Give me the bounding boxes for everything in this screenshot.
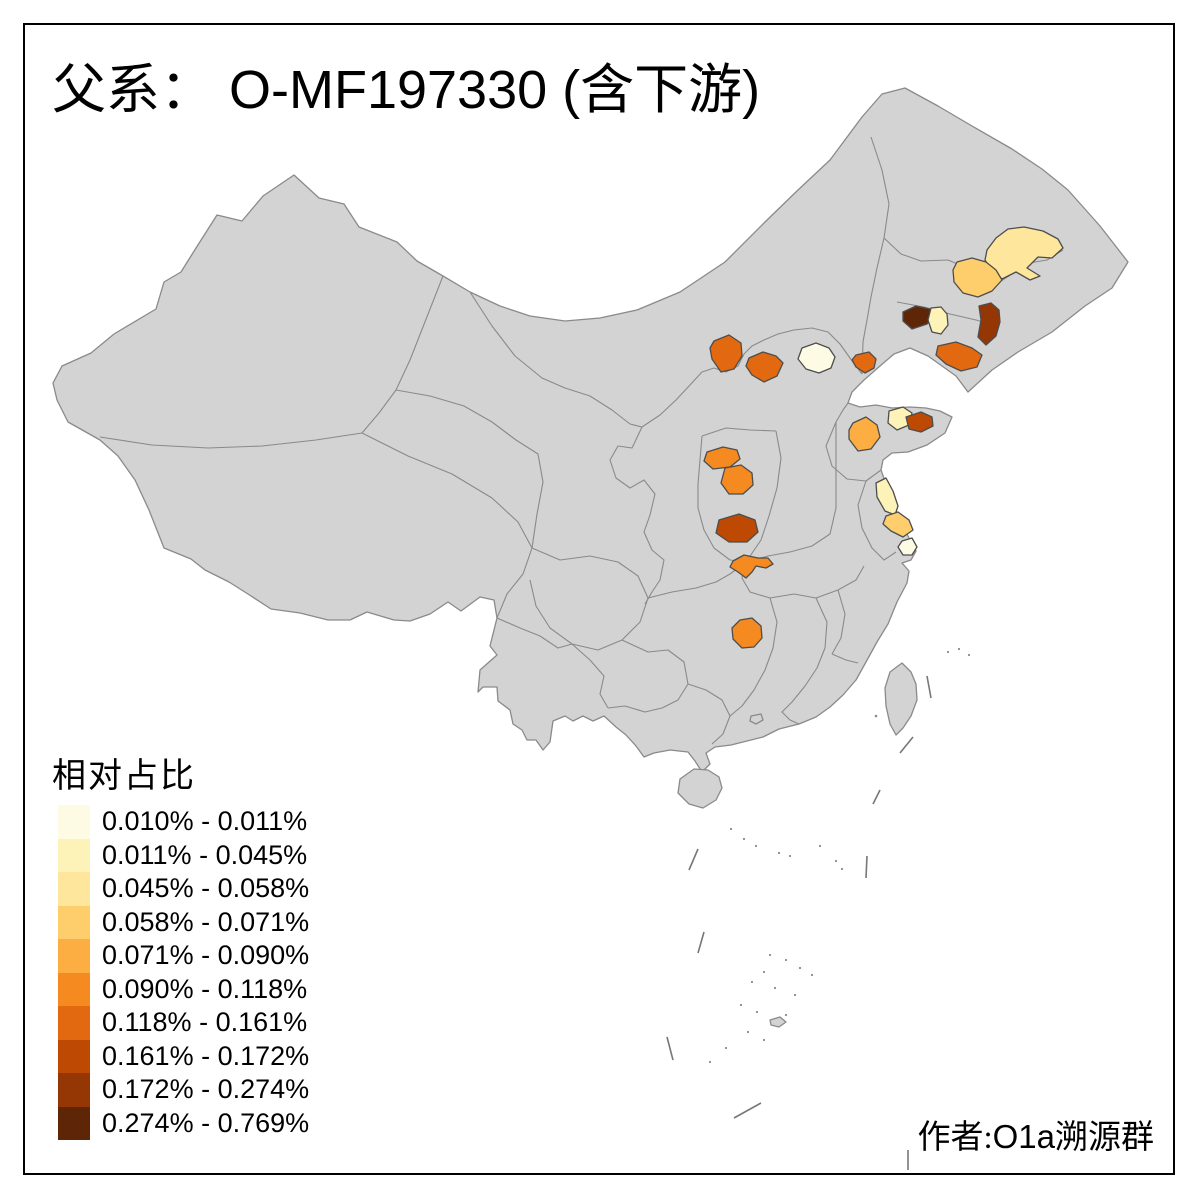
legend-item: 0.161% - 0.172% [58,1039,310,1073]
map-region-12 [720,464,754,495]
legend-swatch [58,872,90,906]
map-region-9 [797,342,836,374]
legend-label: 0.011% - 0.045% [102,839,308,870]
map-region-20 [882,511,914,538]
legend-swatch [58,1073,90,1107]
map-region-16 [848,416,881,452]
title-suffix-cn: 含下游 [580,60,743,120]
legend-label: 0.090% - 0.118% [102,973,308,1004]
map-region-7 [709,334,743,373]
legend-item: 0.071% - 0.090% [58,939,309,973]
legend-items: 0.010% - 0.011% 0.011% - 0.045% 0.045% -… [58,805,309,1140]
title-prefix: 父系： [52,60,214,120]
legend: 相对占比 0.010% - 0.011% 0.011% - 0.045% 0.0… [52,748,309,1140]
legend-label: 0.274% - 0.769% [102,1107,310,1138]
legend-item: 0.118% - 0.161% [58,1006,309,1040]
legend-swatch [58,972,90,1006]
map-region-15 [731,617,763,649]
legend-label: 0.045% - 0.058% [102,873,310,903]
legend-item: 0.090% - 0.118% [58,972,309,1006]
legend-label: 0.010% - 0.011% [102,806,308,836]
map-region-11 [703,446,741,470]
map-region-2 [952,257,1003,298]
map-region-19 [875,477,899,516]
taiwan-island [884,662,918,736]
south-sea-islet [769,1016,787,1028]
legend-item: 0.172% - 0.274% [58,1073,309,1107]
map-region-8 [745,351,784,383]
legend-swatch [58,939,90,973]
legend-item: 0.274% - 0.769% [58,1106,310,1140]
title-haplogroup-code: O-MF197330 [214,60,563,120]
legend-swatch [58,1106,90,1140]
map-region-4 [927,306,949,335]
map-region-10 [851,351,877,374]
page-title: 父系： O-MF197330 (含下游) [52,60,761,120]
legend-item: 0.058% - 0.071% [58,905,310,939]
islet-dots [708,647,971,1064]
legend-title: 相对占比 [52,758,196,795]
map-region-18 [905,411,934,433]
author-credit: 作者:O1a溯源群 [917,1118,1154,1156]
map-region-13 [715,513,759,543]
legend-label: 0.161% - 0.172% [102,1040,310,1071]
legend-item: 0.010% - 0.011% [58,805,309,839]
map-region-14 [729,554,774,579]
legend-label: 0.118% - 0.161% [102,1007,308,1037]
hainan-island [677,768,723,809]
legend-swatch [58,1039,90,1073]
nine-dash-line [666,675,932,1170]
province-borders [99,136,1064,745]
map-region-6 [935,341,983,372]
legend-swatch [58,838,90,872]
mainland-outline [52,87,1129,773]
map-region-21 [897,537,918,556]
dongsha-islet [749,713,764,725]
legend-item: 0.011% - 0.045% [58,838,309,872]
legend-swatch [58,1006,90,1040]
legend-swatch [58,905,90,939]
map-region-5 [977,302,1001,346]
legend-label: 0.058% - 0.071% [102,906,310,937]
legend-item: 0.045% - 0.058% [58,872,309,906]
legend-swatch [58,805,90,839]
legend-label: 0.172% - 0.274% [102,1074,310,1104]
legend-label: 0.071% - 0.090% [102,940,310,970]
